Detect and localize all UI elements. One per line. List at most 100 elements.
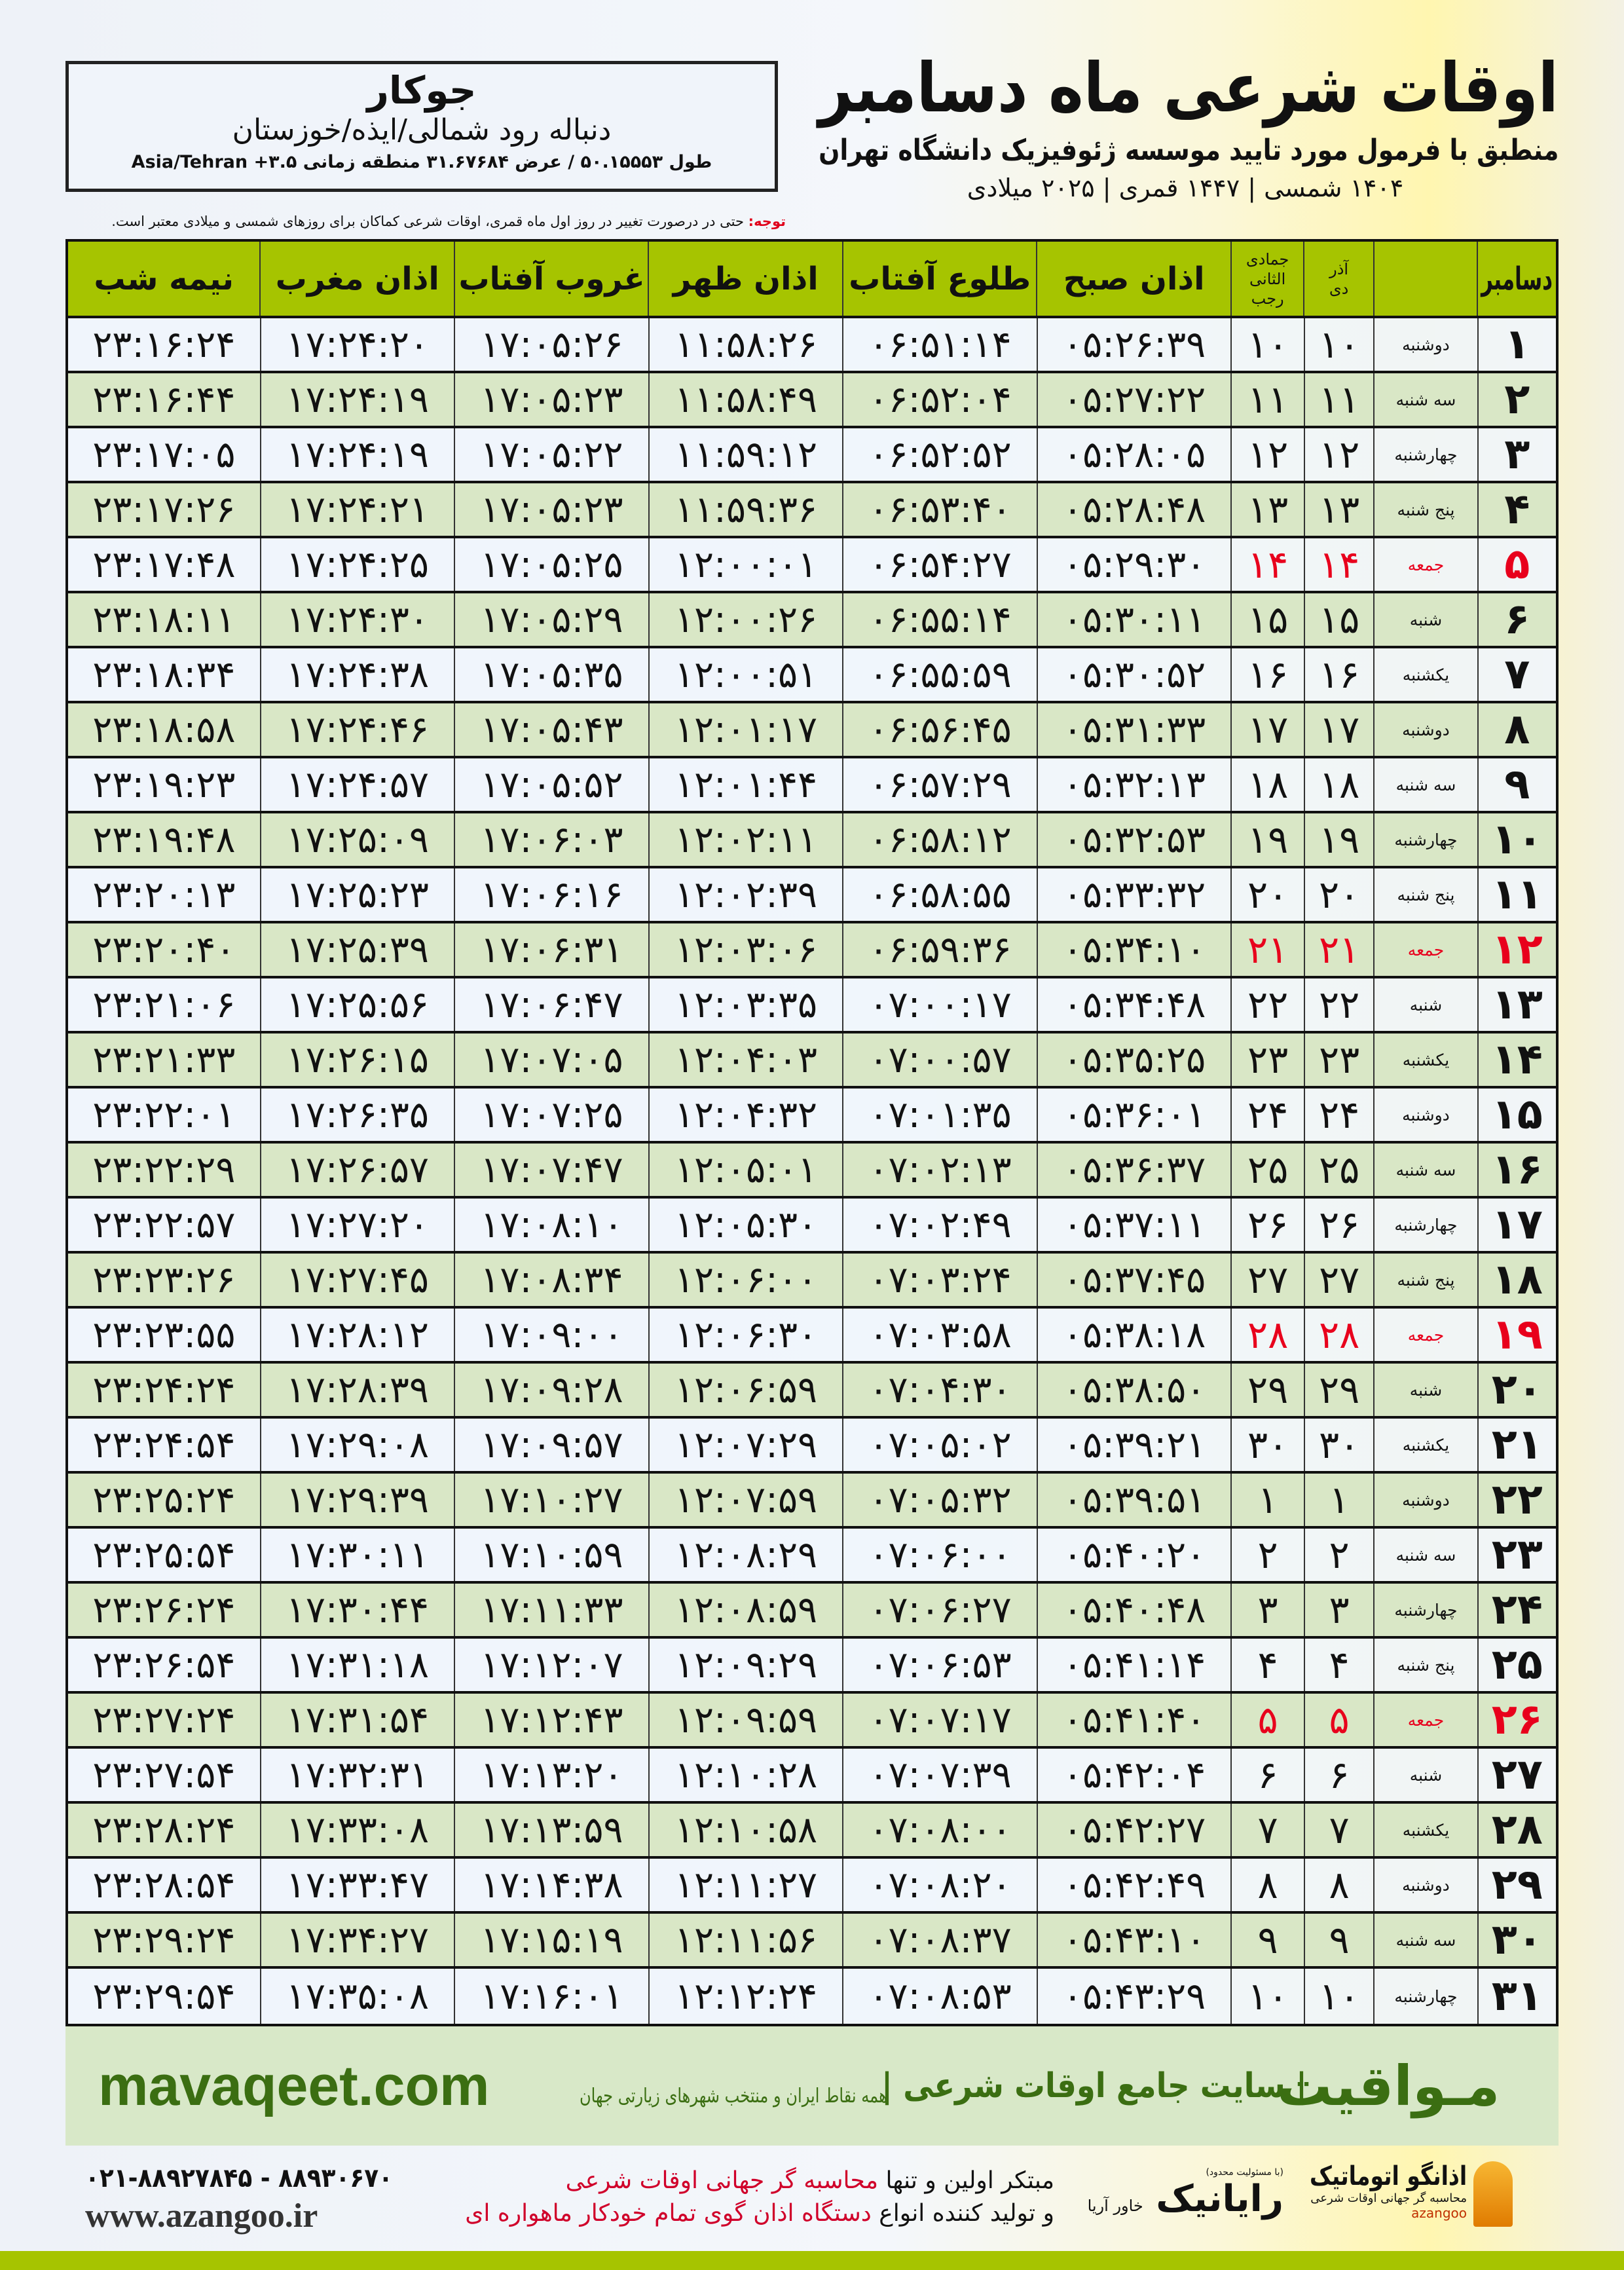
dey-day-cell: ۱۵	[1303, 593, 1373, 646]
nimeshab-time-cell: ۲۳:۲۲:۰۱	[68, 1088, 260, 1141]
tolu-time: ۰۷:۰۳:۲۴	[868, 1258, 1012, 1301]
nimeshab-time-cell: ۲۳:۲۸:۲۴	[68, 1804, 260, 1856]
ghorub-time: ۱۷:۰۵:۲۹	[480, 598, 623, 641]
dey-day: ۱۹	[1318, 817, 1360, 862]
zohr-time-cell: ۱۱:۵۹:۳۶	[648, 483, 843, 536]
tolu-time: ۰۶:۵۳:۴۰	[868, 488, 1012, 531]
day-number: ۱۵	[1491, 1090, 1543, 1139]
dey-day: ۲۰	[1318, 872, 1360, 917]
day-number-cell: ۱۷	[1477, 1199, 1556, 1251]
tolu-time-cell: ۰۷:۰۵:۰۲	[842, 1419, 1037, 1471]
zohr-time-cell: ۱۲:۰۷:۵۹	[648, 1474, 843, 1526]
nimeshab-time: ۲۳:۲۳:۵۵	[92, 1313, 236, 1356]
dey-day: ۲۵	[1318, 1147, 1360, 1192]
promo-line2a: و تولید کننده انواع	[871, 2200, 1054, 2227]
dey-day: ۱۶	[1318, 652, 1360, 697]
weekday-cell: یکشنبه	[1373, 648, 1477, 701]
nimeshab-time-cell: ۲۳:۲۱:۳۳	[68, 1033, 260, 1086]
sobh-time: ۰۵:۳۷:۴۵	[1063, 1258, 1206, 1301]
col-nimeshab: نیمه شب	[68, 242, 260, 316]
zohr-time: ۱۲:۱۲:۲۴	[674, 1975, 818, 2018]
zohr-time-cell: ۱۲:۰۸:۲۹	[648, 1529, 843, 1581]
tolu-time-cell: ۰۷:۰۶:۰۰	[842, 1529, 1037, 1581]
dey-day: ۶	[1329, 1753, 1350, 1797]
weekday-cell: یکشنبه	[1373, 1033, 1477, 1086]
sobh-time: ۰۵:۴۲:۰۴	[1063, 1753, 1206, 1796]
rajab-day: ۱	[1257, 1478, 1278, 1522]
dey-day-cell: ۲۳	[1303, 1033, 1373, 1086]
maghrib-time: ۱۷:۲۴:۲۰	[286, 323, 429, 366]
sobh-time: ۰۵:۳۶:۳۷	[1063, 1148, 1206, 1191]
tolu-time: ۰۷:۰۶:۰۰	[868, 1533, 1012, 1576]
sobh-time-cell: ۰۵:۲۷:۲۲	[1036, 373, 1231, 426]
dey-day-cell: ۲	[1303, 1529, 1373, 1581]
nimeshab-time-cell: ۲۳:۲۷:۵۴	[68, 1749, 260, 1801]
tolu-time: ۰۷:۰۰:۵۷	[868, 1038, 1012, 1081]
sobh-time-cell: ۰۵:۳۱:۳۳	[1036, 703, 1231, 756]
zohr-time: ۱۲:۰۱:۴۴	[674, 763, 818, 806]
ghorub-time: ۱۷:۰۶:۴۷	[480, 983, 623, 1026]
rajab-day: ۱۸	[1247, 762, 1289, 807]
table-row: ۲۶ جمعه ۵ ۵ ۰۵:۴۱:۴۰ ۰۷:۰۷:۱۷ ۱۲:۰۹:۵۹ ۱۷:۱۲:۴۳…	[68, 1694, 1556, 1749]
dey-day-cell: ۷	[1303, 1804, 1373, 1856]
zohr-time-cell: ۱۲:۰۵:۰۱	[648, 1144, 843, 1196]
azangoo-latin: azangoo	[1411, 2205, 1467, 2221]
rajab-day-cell: ۲۶	[1230, 1199, 1303, 1251]
location-region: دنباله رود شمالی/ایذه/خوزستان	[232, 113, 612, 147]
dey-day: ۱۲	[1318, 432, 1360, 477]
dey-day: ۱۳	[1318, 487, 1360, 532]
tolu-time: ۰۷:۰۱:۳۵	[868, 1093, 1012, 1136]
day-number: ۱	[1504, 320, 1530, 369]
weekday: جمعه	[1407, 940, 1445, 959]
nimeshab-time-cell: ۲۳:۲۸:۵۴	[68, 1859, 260, 1911]
table-header: دسامبر آذر دی جمادی الثانی رجب اذان صبح طل…	[68, 242, 1556, 318]
weekday: شنبه	[1409, 1765, 1443, 1785]
day-number: ۲۱	[1491, 1421, 1543, 1469]
ghorub-time: ۱۷:۰۹:۵۷	[480, 1423, 623, 1466]
dey-day-cell: ۸	[1303, 1859, 1373, 1911]
weekday-cell: شنبه	[1373, 593, 1477, 646]
weekday-cell: دوشنبه	[1373, 1859, 1477, 1911]
maghrib-time: ۱۷:۳۰:۴۴	[286, 1588, 429, 1631]
rajab-day: ۴	[1257, 1643, 1278, 1687]
zohr-time-cell: ۱۲:۰۲:۳۹	[648, 868, 843, 921]
tolu-time-cell: ۰۷:۰۵:۳۲	[842, 1474, 1037, 1526]
rajab-day-cell: ۲۲	[1230, 978, 1303, 1031]
maghrib-time-cell: ۱۷:۲۷:۴۵	[259, 1254, 454, 1306]
sobh-time: ۰۵:۳۸:۵۰	[1063, 1368, 1206, 1411]
zohr-time-cell: ۱۲:۰۴:۰۳	[648, 1033, 843, 1086]
sobh-time-cell: ۰۵:۳۹:۵۱	[1036, 1474, 1231, 1526]
table-row: ۱۲ جمعه ۲۱ ۲۱ ۰۵:۳۴:۱۰ ۰۶:۵۹:۳۶ ۱۲:۰۳:۰۶ ۱۷:۰۶:…	[68, 923, 1556, 978]
maghrib-time-cell: ۱۷:۲۶:۳۵	[259, 1088, 454, 1141]
zohr-time: ۱۲:۰۶:۰۰	[674, 1258, 818, 1301]
tolu-time-cell: ۰۷:۰۰:۱۷	[842, 978, 1037, 1031]
table-row: ۵ جمعه ۱۴ ۱۴ ۰۵:۲۹:۳۰ ۰۶:۵۴:۲۷ ۱۲:۰۰:۰۱ ۱۷:۰۵:۲…	[68, 538, 1556, 593]
zohr-time: ۱۱:۵۹:۳۶	[674, 488, 818, 531]
col-nimeshab-label: نیمه شب	[94, 260, 234, 297]
zohr-time-cell: ۱۱:۵۸:۲۶	[648, 318, 843, 371]
nimeshab-time: ۲۳:۲۰:۴۰	[92, 928, 236, 971]
weekday: جمعه	[1407, 555, 1445, 574]
dey-day: ۲۱	[1318, 927, 1360, 972]
table-row: ۷ یکشنبه ۱۶ ۱۶ ۰۵:۳۰:۵۲ ۰۶:۵۵:۵۹ ۱۲:۰۰:۵۱ ۱۷:۰۵…	[68, 648, 1556, 703]
maghrib-time-cell: ۱۷:۲۹:۳۹	[259, 1474, 454, 1526]
ghorub-time: ۱۷:۰۵:۳۵	[480, 653, 623, 696]
ghorub-time-cell: ۱۷:۰۵:۳۵	[454, 648, 648, 701]
maghrib-time-cell: ۱۷:۲۵:۳۹	[259, 923, 454, 976]
day-number: ۱۶	[1491, 1145, 1543, 1194]
nimeshab-time: ۲۳:۲۵:۲۴	[92, 1478, 236, 1521]
zohr-time-cell: ۱۲:۰۶:۰۰	[648, 1254, 843, 1306]
col-dey: آذر دی	[1303, 242, 1373, 316]
mavaqeet-url[interactable]: mavaqeet.com	[98, 2054, 490, 2117]
zohr-time-cell: ۱۲:۱۱:۵۶	[648, 1914, 843, 1966]
page-header: اوقات شرعی ماه دسامبر منطبق با فرمول مور…	[812, 47, 1559, 204]
nimeshab-time: ۲۳:۲۲:۵۷	[92, 1203, 236, 1246]
sobh-time-cell: ۰۵:۳۴:۴۸	[1036, 978, 1231, 1031]
azangoo-url[interactable]: www.azangoo.ir	[85, 2197, 318, 2235]
tolu-time: ۰۷:۰۶:۵۳	[868, 1643, 1012, 1686]
tolu-time-cell: ۰۷:۰۷:۱۷	[842, 1694, 1037, 1746]
zohr-time-cell: ۱۱:۵۹:۱۲	[648, 428, 843, 481]
tolu-time: ۰۶:۵۸:۵۵	[868, 873, 1012, 916]
table-row: ۲ سه شنبه ۱۱ ۱۱ ۰۵:۲۷:۲۲ ۰۶:۵۲:۰۴ ۱۱:۵۸:۴۹ ۱۷:۰…	[68, 373, 1556, 428]
ghorub-time-cell: ۱۷:۰۷:۲۵	[454, 1088, 648, 1141]
